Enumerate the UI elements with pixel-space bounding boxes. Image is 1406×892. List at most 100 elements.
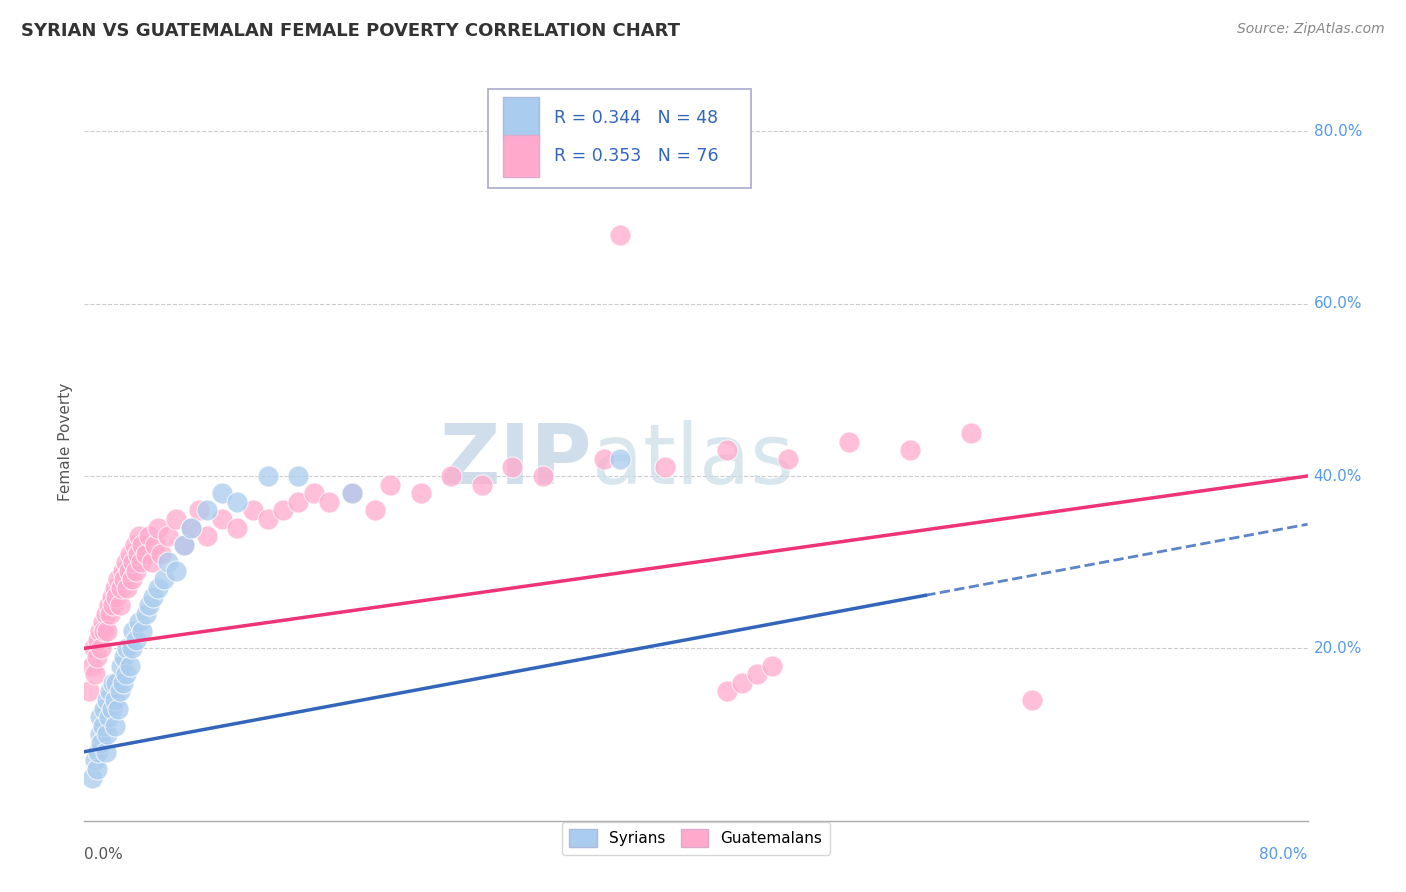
Text: SYRIAN VS GUATEMALAN FEMALE POVERTY CORRELATION CHART: SYRIAN VS GUATEMALAN FEMALE POVERTY CORR… xyxy=(21,22,681,40)
Point xyxy=(716,684,738,698)
Point xyxy=(211,486,233,500)
Point xyxy=(125,632,148,647)
Point xyxy=(111,675,134,690)
Point xyxy=(180,521,202,535)
Point xyxy=(128,615,150,630)
Point xyxy=(125,564,148,578)
FancyBboxPatch shape xyxy=(488,89,751,187)
Point xyxy=(173,538,195,552)
Point xyxy=(77,684,100,698)
Point xyxy=(80,771,103,785)
Point xyxy=(502,460,524,475)
Point xyxy=(364,503,387,517)
Point xyxy=(593,451,616,466)
Point xyxy=(180,521,202,535)
Point xyxy=(98,684,121,698)
Point xyxy=(531,469,554,483)
Point xyxy=(211,512,233,526)
Legend: Syrians, Guatemalans: Syrians, Guatemalans xyxy=(562,822,830,855)
Point xyxy=(776,451,799,466)
Point xyxy=(173,538,195,552)
Point xyxy=(157,555,180,569)
Point xyxy=(731,675,754,690)
Point xyxy=(127,547,149,561)
Point xyxy=(122,624,145,639)
Point xyxy=(609,227,631,242)
Point xyxy=(103,599,125,613)
Point xyxy=(146,581,169,595)
Point xyxy=(838,434,860,449)
Point xyxy=(110,658,132,673)
Point xyxy=(94,607,117,621)
Point xyxy=(153,573,176,587)
Point xyxy=(960,425,983,440)
Point xyxy=(84,667,107,681)
Point xyxy=(195,503,218,517)
Point xyxy=(101,701,124,715)
Point xyxy=(83,641,105,656)
Text: R = 0.344   N = 48: R = 0.344 N = 48 xyxy=(554,109,718,127)
Point xyxy=(131,624,153,639)
Text: 60.0%: 60.0% xyxy=(1313,296,1362,311)
Point xyxy=(105,590,128,604)
Point xyxy=(112,573,135,587)
Point xyxy=(128,529,150,543)
Point xyxy=(157,529,180,543)
Point xyxy=(97,710,120,724)
Text: 20.0%: 20.0% xyxy=(1313,640,1362,656)
Point xyxy=(135,607,157,621)
Point xyxy=(271,503,294,517)
Point xyxy=(409,486,432,500)
Point xyxy=(118,564,141,578)
Point xyxy=(107,573,129,587)
Point xyxy=(107,701,129,715)
Point xyxy=(898,443,921,458)
Point xyxy=(318,495,340,509)
Point xyxy=(165,512,187,526)
Point xyxy=(165,564,187,578)
Point xyxy=(129,555,152,569)
Point xyxy=(761,658,783,673)
Point xyxy=(138,599,160,613)
Point xyxy=(86,762,108,776)
Point xyxy=(80,658,103,673)
Text: 80.0%: 80.0% xyxy=(1260,847,1308,863)
FancyBboxPatch shape xyxy=(503,135,540,177)
Point xyxy=(122,555,145,569)
Point xyxy=(138,529,160,543)
Point xyxy=(97,599,120,613)
Point xyxy=(121,573,143,587)
Point xyxy=(1021,693,1043,707)
Point xyxy=(104,693,127,707)
Point xyxy=(96,727,118,741)
Point xyxy=(115,641,138,656)
Point xyxy=(380,477,402,491)
Point xyxy=(131,538,153,552)
Point xyxy=(84,753,107,767)
Point xyxy=(340,486,363,500)
Point xyxy=(340,486,363,500)
Point xyxy=(101,590,124,604)
Point xyxy=(120,658,142,673)
Point xyxy=(146,521,169,535)
Point xyxy=(114,667,136,681)
Text: ZIP: ZIP xyxy=(440,420,592,501)
Point xyxy=(195,529,218,543)
Point xyxy=(108,684,131,698)
Point xyxy=(471,477,494,491)
Text: 40.0%: 40.0% xyxy=(1313,468,1362,483)
Point xyxy=(226,521,249,535)
Text: 80.0%: 80.0% xyxy=(1313,124,1362,139)
FancyBboxPatch shape xyxy=(503,97,540,138)
Point xyxy=(110,581,132,595)
Point xyxy=(112,649,135,664)
Point xyxy=(124,538,146,552)
Point xyxy=(111,564,134,578)
Point xyxy=(105,675,128,690)
Point xyxy=(141,555,163,569)
Point xyxy=(120,547,142,561)
Point xyxy=(114,555,136,569)
Point xyxy=(89,710,111,724)
Point xyxy=(108,599,131,613)
Point xyxy=(609,451,631,466)
